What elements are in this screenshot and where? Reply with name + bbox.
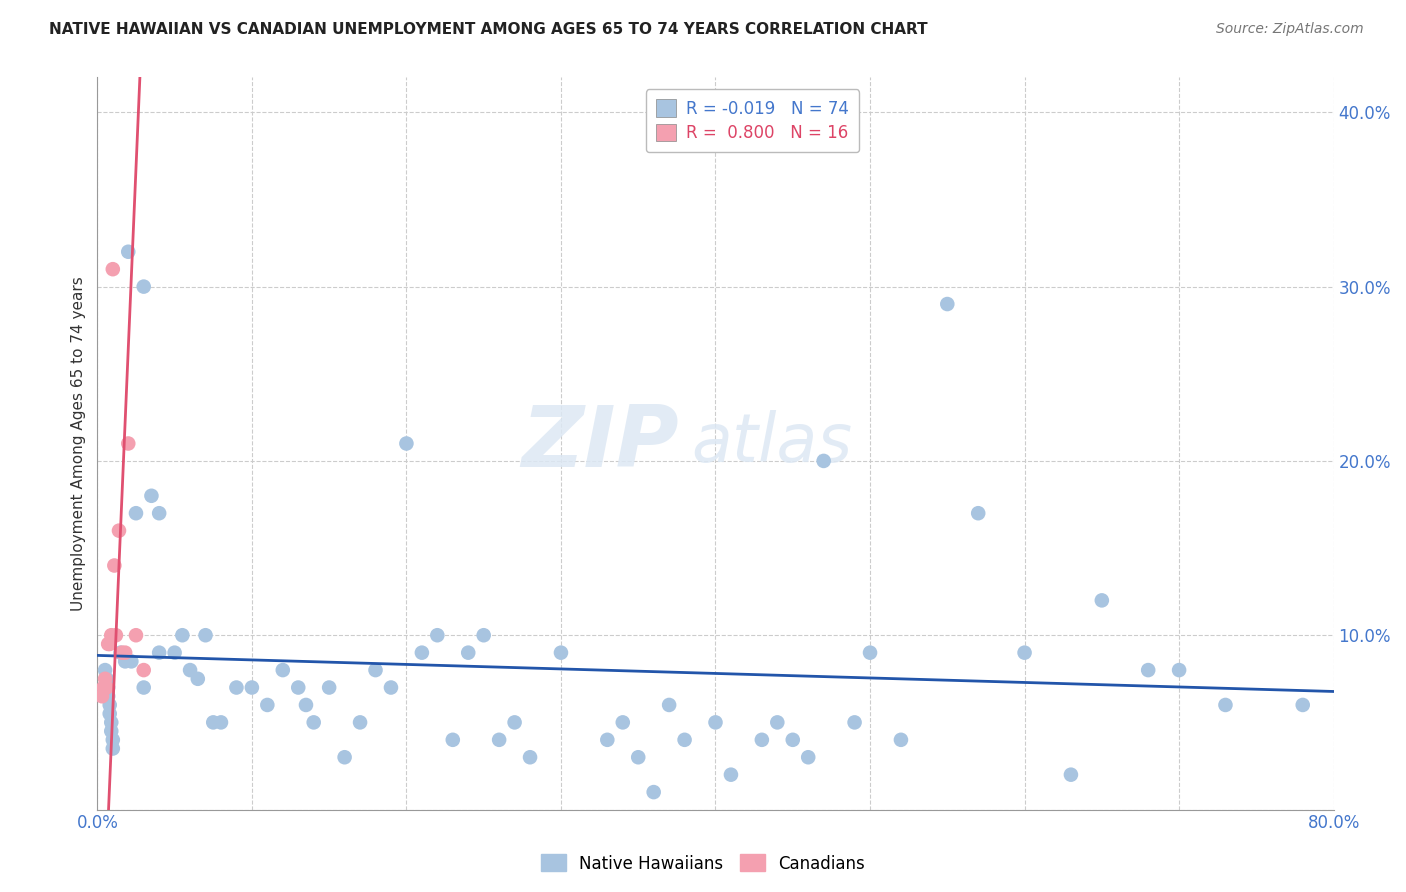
Point — [936, 297, 959, 311]
Point — [225, 681, 247, 695]
Point — [117, 244, 139, 259]
Y-axis label: Unemployment Among Ages 65 to 74 years: Unemployment Among Ages 65 to 74 years — [72, 277, 86, 611]
Point — [859, 646, 882, 660]
Point — [1137, 663, 1160, 677]
Point — [117, 436, 139, 450]
Point — [141, 489, 163, 503]
Point — [91, 690, 114, 704]
Point — [172, 628, 194, 642]
Point — [627, 750, 650, 764]
Point — [114, 646, 136, 660]
Point — [519, 750, 541, 764]
Point — [1091, 593, 1114, 607]
Point — [101, 262, 124, 277]
Point — [96, 672, 118, 686]
Point — [93, 681, 115, 695]
Point — [132, 681, 155, 695]
Point — [202, 715, 225, 730]
Point — [426, 628, 449, 642]
Point — [98, 698, 121, 712]
Point — [132, 279, 155, 293]
Point — [125, 506, 148, 520]
Point — [101, 732, 124, 747]
Point — [596, 732, 619, 747]
Point — [194, 628, 217, 642]
Point — [673, 732, 696, 747]
Point — [94, 672, 117, 686]
Point — [97, 690, 120, 704]
Legend: Native Hawaiians, Canadians: Native Hawaiians, Canadians — [534, 847, 872, 880]
Point — [612, 715, 634, 730]
Legend: R = -0.019   N = 74, R =  0.800   N = 16: R = -0.019 N = 74, R = 0.800 N = 16 — [647, 89, 859, 153]
Point — [890, 732, 912, 747]
Point — [457, 646, 479, 660]
Point — [271, 663, 294, 677]
Point — [148, 506, 170, 520]
Point — [287, 681, 309, 695]
Point — [179, 663, 201, 677]
Text: Source: ZipAtlas.com: Source: ZipAtlas.com — [1216, 22, 1364, 37]
Point — [967, 506, 990, 520]
Point — [488, 732, 510, 747]
Point — [256, 698, 278, 712]
Point — [148, 646, 170, 660]
Point — [98, 637, 121, 651]
Point — [97, 681, 120, 695]
Point — [658, 698, 681, 712]
Point — [472, 628, 495, 642]
Point — [720, 767, 742, 781]
Point — [395, 436, 418, 450]
Point — [813, 454, 835, 468]
Point — [503, 715, 526, 730]
Point — [441, 732, 464, 747]
Point — [110, 646, 132, 660]
Point — [333, 750, 356, 764]
Point — [163, 646, 186, 660]
Point — [187, 672, 209, 686]
Point — [349, 715, 371, 730]
Point — [1215, 698, 1237, 712]
Point — [1060, 767, 1083, 781]
Point — [302, 715, 325, 730]
Point — [108, 524, 131, 538]
Text: atlas: atlas — [690, 410, 852, 476]
Point — [643, 785, 665, 799]
Point — [550, 646, 572, 660]
Point — [797, 750, 820, 764]
Text: ZIP: ZIP — [520, 402, 679, 485]
Point — [766, 715, 789, 730]
Point — [104, 628, 127, 642]
Text: NATIVE HAWAIIAN VS CANADIAN UNEMPLOYMENT AMONG AGES 65 TO 74 YEARS CORRELATION C: NATIVE HAWAIIAN VS CANADIAN UNEMPLOYMENT… — [49, 22, 928, 37]
Point — [704, 715, 727, 730]
Point — [100, 724, 122, 739]
Point — [1014, 646, 1036, 660]
Point — [111, 646, 134, 660]
Point — [94, 663, 117, 677]
Point — [240, 681, 263, 695]
Point — [114, 654, 136, 668]
Point — [209, 715, 232, 730]
Point — [782, 732, 804, 747]
Point — [97, 637, 120, 651]
Point — [411, 646, 433, 660]
Point — [100, 628, 122, 642]
Point — [98, 706, 121, 721]
Point — [844, 715, 866, 730]
Point — [132, 663, 155, 677]
Point — [380, 681, 402, 695]
Point — [103, 558, 125, 573]
Point — [101, 741, 124, 756]
Point — [100, 715, 122, 730]
Point — [295, 698, 318, 712]
Point — [364, 663, 387, 677]
Point — [96, 681, 118, 695]
Point — [318, 681, 340, 695]
Point — [751, 732, 773, 747]
Point — [125, 628, 148, 642]
Point — [1168, 663, 1191, 677]
Point — [1292, 698, 1315, 712]
Point — [120, 654, 142, 668]
